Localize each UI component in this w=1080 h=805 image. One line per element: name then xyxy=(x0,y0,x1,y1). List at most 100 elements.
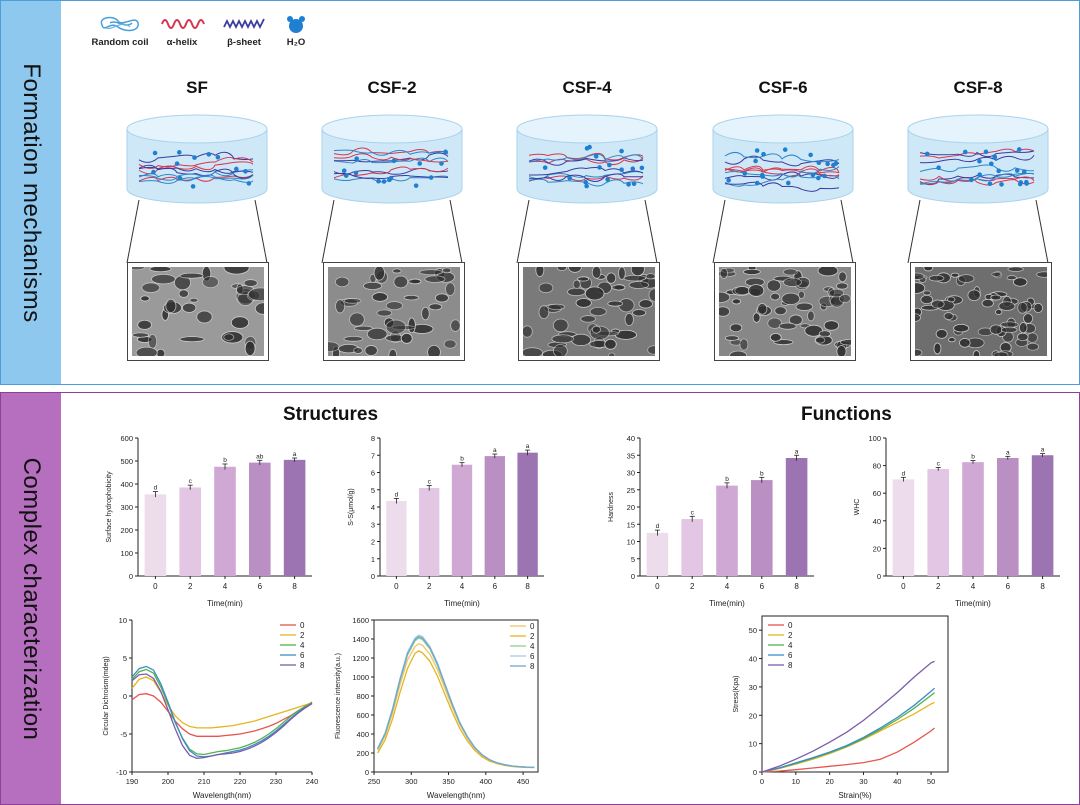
y-tick-label: 40 xyxy=(873,517,881,526)
sem-image-csf-2 xyxy=(323,262,465,361)
legend-beta-sheet: β-sheet xyxy=(209,13,279,48)
water-dot xyxy=(341,168,347,174)
x-tick-label: 250 xyxy=(368,777,381,786)
water-dot xyxy=(816,160,822,166)
sem-pore xyxy=(797,290,805,300)
water-dot xyxy=(992,155,998,160)
y-tick-label: 0 xyxy=(129,572,133,581)
water-molecule-icon xyxy=(287,16,305,33)
bar xyxy=(451,464,473,576)
legend-label: 8 xyxy=(300,661,305,670)
sem-pore xyxy=(719,306,731,317)
protein-chain xyxy=(138,156,254,169)
structures-title: Structures xyxy=(283,404,379,425)
water-dot xyxy=(619,167,624,173)
significance-letter: d xyxy=(154,485,158,492)
sem-pore xyxy=(947,296,956,303)
y-tick-label: 1 xyxy=(371,555,375,564)
x-axis-label: Time(min) xyxy=(709,599,745,608)
surface-hydrophobicity-chart: 0 100 200 300 400 500 600 d 0 c 2 b 4 ab 6 a 8 Time(min) S… xyxy=(106,434,312,608)
zoom-line-left xyxy=(712,199,726,264)
sem-pore xyxy=(638,299,653,309)
legend-label: α-helix xyxy=(166,37,198,48)
legend-water: H₂O xyxy=(271,13,321,48)
protein-chain xyxy=(528,153,644,163)
water-dot xyxy=(542,165,548,170)
x-tick-label: 2 xyxy=(690,582,695,591)
sem-pore xyxy=(254,302,264,315)
sem-pore xyxy=(419,269,443,276)
water-dot xyxy=(192,155,197,160)
x-tick-label: 10 xyxy=(792,777,800,786)
y-tick-label: 100 xyxy=(120,549,133,558)
sem-pore xyxy=(178,289,189,298)
sem-pore xyxy=(632,309,647,317)
water-dot xyxy=(808,152,813,158)
sample-title-csf-6: CSF-6 xyxy=(758,78,808,97)
x-tick-label: 2 xyxy=(188,582,193,591)
series-line-0 xyxy=(761,727,935,773)
sem-pore xyxy=(959,338,971,348)
alpha-helix-icon xyxy=(161,19,205,29)
plot-frame xyxy=(761,615,949,773)
bar xyxy=(785,458,808,576)
bar xyxy=(386,500,407,576)
water-dot xyxy=(597,165,602,170)
sem-pore xyxy=(552,318,569,333)
y-tick-label: 3 xyxy=(371,520,375,529)
y-tick-label: 7 xyxy=(371,451,375,460)
sem-pore xyxy=(523,325,533,338)
y-tick-label: 80 xyxy=(873,462,881,471)
bar xyxy=(927,469,949,576)
sem-pore xyxy=(967,289,981,302)
sem-pore xyxy=(434,293,449,303)
sem-pore xyxy=(729,350,748,356)
zoom-line-right xyxy=(449,199,463,264)
sem-pore xyxy=(407,278,422,285)
water-dot xyxy=(439,161,444,166)
legend-label: 4 xyxy=(788,641,793,650)
x-tick-label: 30 xyxy=(859,777,867,786)
y-tick-label: 200 xyxy=(120,526,133,535)
water-dot xyxy=(593,154,599,159)
sem-pore xyxy=(993,351,1009,356)
protein-chain xyxy=(919,173,1035,186)
sem-pore xyxy=(1000,326,1018,334)
water-dot xyxy=(822,173,827,179)
sem-pore xyxy=(995,309,1003,315)
y-tick-label: 50 xyxy=(749,626,757,635)
water-dot xyxy=(417,161,423,166)
legend-label: 0 xyxy=(530,622,535,631)
y-tick-label: 10 xyxy=(749,740,757,749)
series-line-4 xyxy=(131,668,313,756)
water-dot xyxy=(243,169,248,174)
sample-title-csf-2: CSF-2 xyxy=(367,78,417,97)
sem-pore xyxy=(958,274,975,283)
sem-pore xyxy=(343,335,364,342)
x-tick-label: 230 xyxy=(270,777,283,786)
sem-pore xyxy=(972,350,981,356)
y-axis-label: S-S(μmol/g) xyxy=(348,488,355,525)
sem-pore xyxy=(244,340,256,356)
x-tick-label: 4 xyxy=(725,582,730,591)
sem-pore xyxy=(182,302,197,313)
water-dot xyxy=(989,161,994,167)
hardness-chart: 0 5 10 15 20 25 30 35 40 d 0 c 2 b 4 b 6 a 8 Time(min) Hardn… xyxy=(608,434,814,608)
water-dot xyxy=(782,147,788,152)
sem-pore xyxy=(608,352,616,356)
water-dot xyxy=(174,161,180,166)
significance-letter: d xyxy=(395,491,399,498)
protein-chain xyxy=(724,155,840,167)
y-axis-label: Hardness xyxy=(608,492,615,522)
complex-characterization-sidebar: Complex characterization xyxy=(1,393,61,804)
x-tick-label: 8 xyxy=(292,582,297,591)
legend-label: 4 xyxy=(530,642,535,651)
sem-pore xyxy=(1026,342,1040,351)
series-line-4 xyxy=(377,637,535,769)
water-dot xyxy=(583,179,588,185)
sem-pore xyxy=(523,347,544,356)
series-line-8 xyxy=(377,635,535,769)
y-tick-label: 400 xyxy=(120,480,133,489)
sem-pore xyxy=(577,276,590,282)
x-tick-label: 0 xyxy=(655,582,660,591)
